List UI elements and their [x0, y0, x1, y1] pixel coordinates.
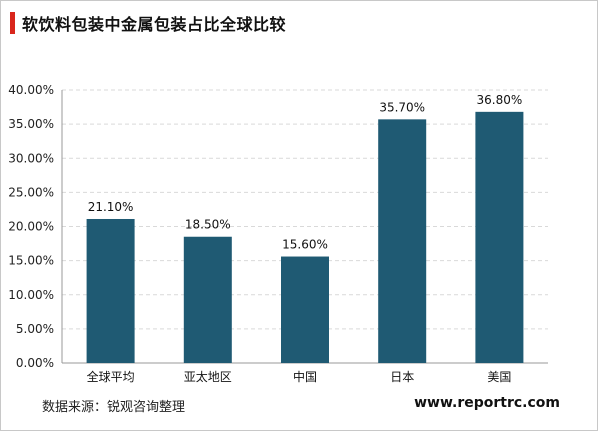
title-accent-bar: [10, 12, 15, 34]
website-url: www.reportrc.com: [414, 395, 560, 411]
x-tick-label: 美国: [487, 370, 511, 384]
data-label: 15.60%: [282, 238, 328, 252]
data-label: 35.70%: [379, 100, 425, 114]
y-tick-label: 10.00%: [8, 288, 54, 302]
data-label: 36.80%: [477, 93, 523, 107]
bar: [183, 236, 232, 363]
chart-title: 软饮料包装中金属包装占比全球比较: [22, 15, 287, 34]
y-tick-label: 35.00%: [8, 117, 54, 131]
bar: [475, 111, 524, 363]
data-label: 18.50%: [185, 218, 231, 232]
x-tick-label: 亚太地区: [184, 369, 232, 384]
y-tick-label: 5.00%: [16, 322, 54, 336]
y-tick-label: 25.00%: [8, 185, 54, 199]
data-source: 数据来源：锐观咨询整理: [42, 400, 186, 415]
x-tick-label: 全球平均: [87, 369, 135, 384]
y-tick-label: 40.00%: [8, 83, 54, 97]
x-tick-label: 中国: [293, 369, 317, 384]
x-tick-label: 日本: [390, 370, 414, 384]
bar: [281, 256, 329, 363]
y-tick-label: 15.00%: [8, 254, 54, 268]
bar: [86, 218, 135, 363]
bar: [378, 119, 427, 363]
y-tick-label: 0.00%: [16, 356, 54, 370]
y-tick-label: 30.00%: [8, 151, 54, 165]
data-label: 21.10%: [88, 200, 134, 214]
y-tick-label: 20.00%: [8, 220, 54, 234]
